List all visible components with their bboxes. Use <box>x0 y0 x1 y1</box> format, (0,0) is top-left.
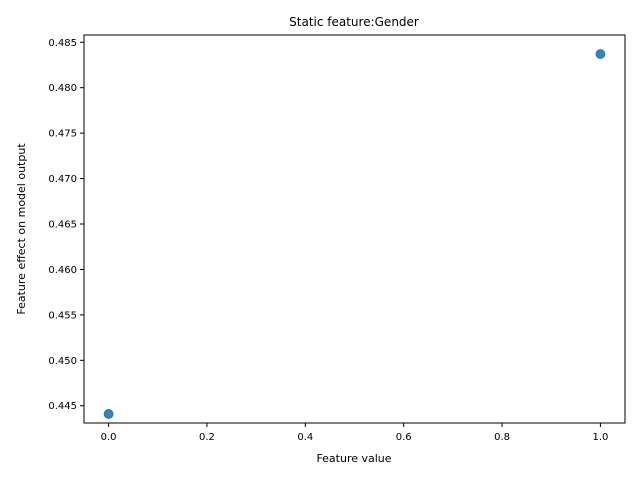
x-tick-label: 0.4 <box>297 432 313 443</box>
y-axis: 0.445 0.450 0.455 0.460 0.465 0.470 0.475 0.480… <box>48 38 84 412</box>
y-tick-label: 0.450 <box>48 356 77 367</box>
scatter-point <box>103 409 114 419</box>
y-tick-label: 0.475 <box>48 129 77 140</box>
x-tick-label: 0.6 <box>396 432 412 443</box>
x-axis-label: Feature value <box>316 452 391 465</box>
x-axis: 0.0 0.2 0.4 0.6 0.8 1.0 <box>101 423 608 443</box>
x-tick-label: 0.0 <box>101 432 117 443</box>
y-tick-label: 0.445 <box>48 401 77 412</box>
y-tick-label: 0.470 <box>48 174 77 185</box>
y-tick-label: 0.465 <box>48 220 77 231</box>
data-points <box>103 49 606 419</box>
x-tick-label: 0.8 <box>494 432 510 443</box>
y-tick-label: 0.455 <box>48 310 77 321</box>
chart-title: Static feature:Gender <box>289 15 419 29</box>
plot-area <box>83 34 626 424</box>
y-axis-label: Feature effect on model output <box>15 143 28 315</box>
y-tick-label: 0.460 <box>48 265 77 276</box>
y-tick-label: 0.485 <box>48 38 77 49</box>
scatter-point <box>595 49 606 59</box>
y-tick-label: 0.480 <box>48 83 77 94</box>
x-tick-label: 1.0 <box>592 432 608 443</box>
x-tick-label: 0.2 <box>199 432 215 443</box>
